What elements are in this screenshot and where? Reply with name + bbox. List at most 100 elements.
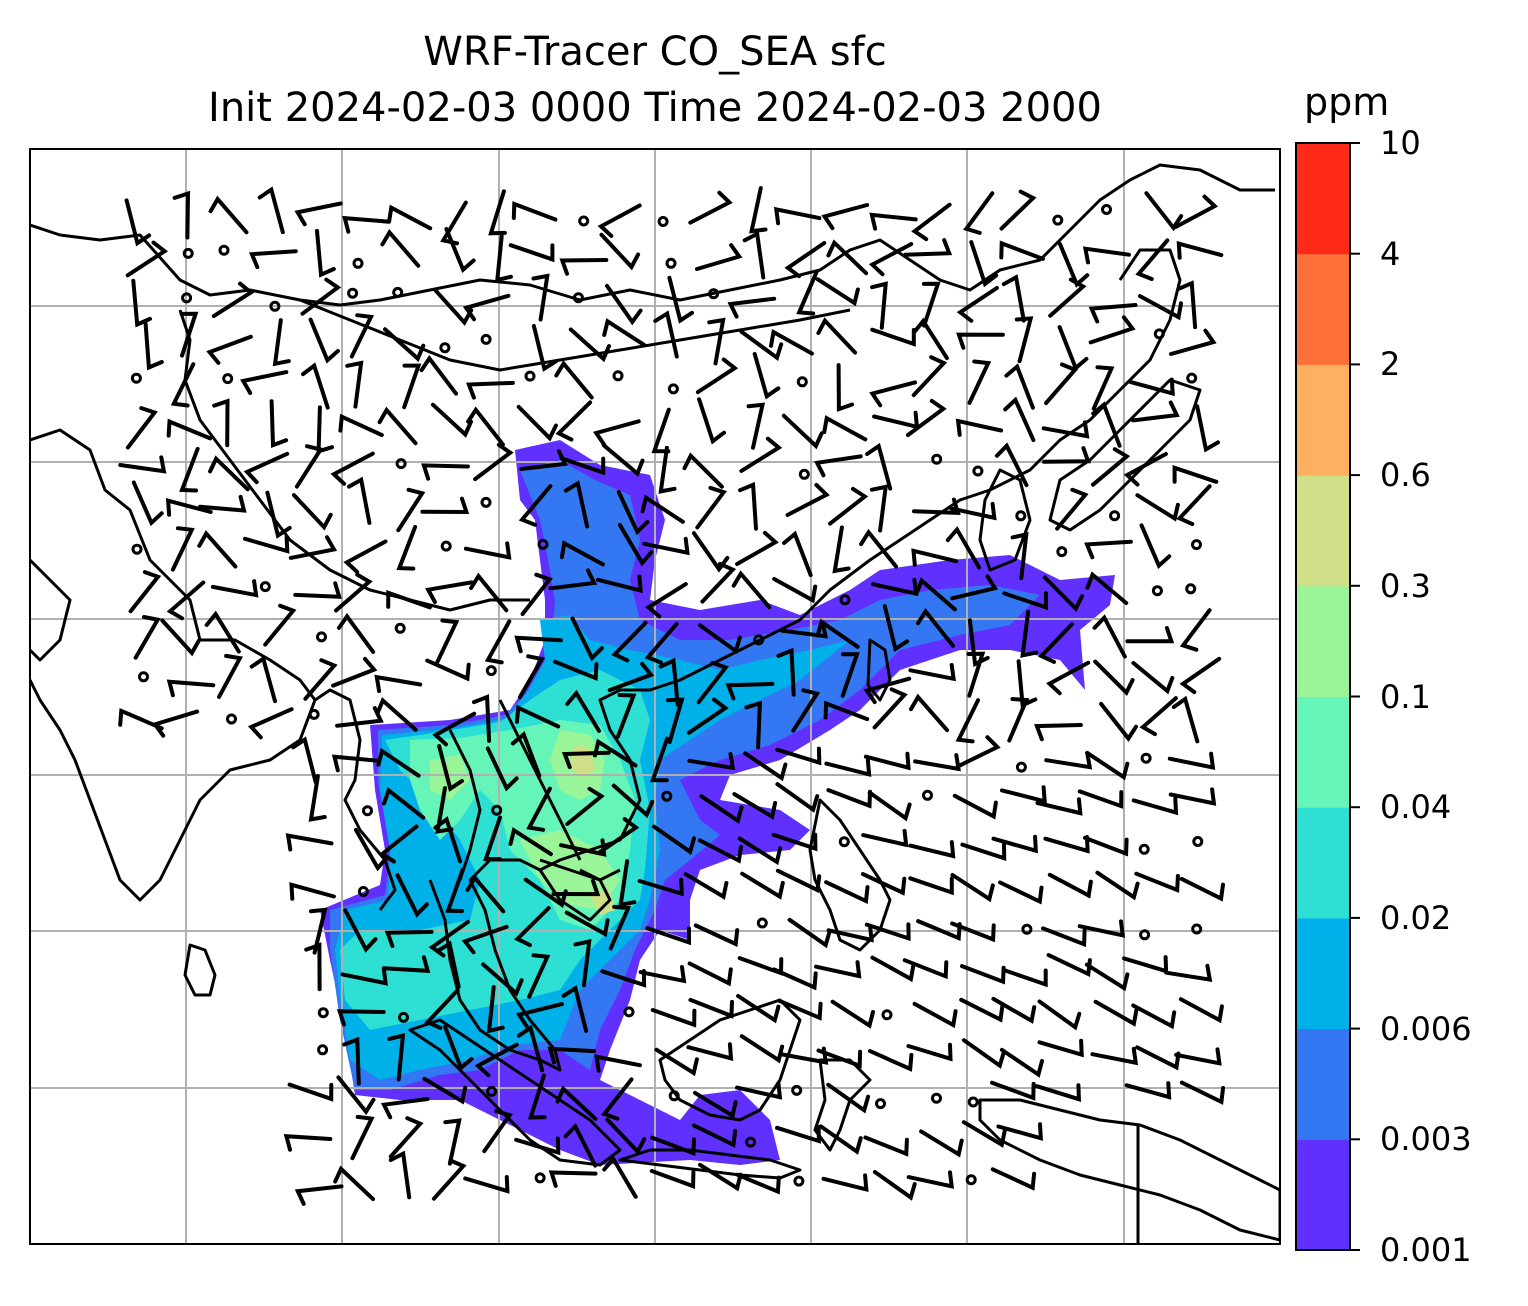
wind-barb [601,443,645,477]
wind-barb [909,693,949,733]
wind-barb [687,752,736,771]
wind-barb [422,1076,468,1105]
wind-barb [1077,789,1124,809]
wind-barb [1135,1045,1181,1071]
wind-barb [1091,401,1122,448]
wind-barb [960,964,1006,985]
wind-barb [243,451,290,485]
wind-barb [814,960,862,979]
wind-barb [990,1167,1037,1191]
wind-barb [334,572,373,613]
wind-barb [1057,325,1089,372]
calm-wind-circle [317,1007,329,1019]
colorbar-tick-label: 0.001 [1380,1231,1472,1269]
calm-wind-circle [661,790,673,802]
wind-barb [950,921,996,943]
wind-barb [335,706,384,728]
calm-wind-circle [534,1172,546,1184]
wind-barb [688,190,733,225]
calm-wind-circle [347,287,359,299]
wind-barb [1043,835,1090,854]
wind-barb [1172,465,1219,484]
wind-barb [1179,1080,1226,1105]
wind-barb [425,580,474,604]
wind-barb [1035,797,1083,816]
wind-barb [143,321,164,371]
calm-wind-circle [131,543,143,555]
wind-barb [700,561,737,604]
wind-barb [380,1097,430,1120]
wind-barb [865,442,893,491]
wind-barb [998,880,1044,905]
wind-barb [826,239,869,276]
calm-wind-circle [965,1174,977,1186]
calm-wind-circle [317,1044,329,1056]
wind-barb [818,1124,863,1155]
wind-barb [554,360,594,400]
coast-japan [1048,378,1202,532]
wind-barb [443,1118,462,1166]
colorbar-unit-label: ppm [1304,80,1390,124]
wind-barb [960,842,1007,861]
wind-barb [1164,963,1213,983]
wind-barb [864,922,911,942]
wind-barb [863,1135,909,1157]
wind-barb [595,574,643,594]
wind-barb [914,577,957,612]
wind-barb [697,838,743,864]
wind-barb [882,604,910,653]
wind-barb [1176,484,1212,527]
wind-barb [396,525,418,571]
colorbar-tick-label: 0.1 [1380,677,1431,716]
calm-wind-circle [972,465,984,477]
wind-barb [955,418,1004,437]
calm-wind-circle [1151,585,1163,597]
wind-barb [420,496,470,515]
calm-wind-circle [392,286,404,298]
wind-barb [816,1048,863,1069]
wind-barb [602,1155,638,1199]
calm-wind-circle [578,215,590,227]
wind-barb [683,872,729,900]
wind-barb [870,327,916,347]
wind-barb [955,735,1001,769]
coast-srilanka [183,943,217,997]
calm-wind-circle [1109,510,1121,522]
wind-barb [388,1116,424,1159]
wind-barb [1038,622,1074,664]
coast-india [30,428,317,902]
wind-barb [686,1042,734,1061]
wind-barb [1177,280,1198,330]
colorbar-tick-label: 2 [1380,345,1401,384]
wind-barb [1084,962,1130,992]
wind-barb [333,1165,375,1202]
wind-barb [1034,723,1083,742]
calm-wind-circle [708,288,720,300]
calm-wind-circle [572,292,584,304]
wind-barb [570,616,604,662]
wind-barb [872,687,908,730]
wind-barb [739,329,784,361]
wind-barb [518,484,553,527]
wind-barb [1055,487,1089,531]
wind-barb [950,574,999,601]
wind-barb [433,816,462,864]
wind-barb [516,1024,545,1073]
wind-barb [775,1125,821,1144]
calm-wind-circle [1192,836,1204,847]
wind-barb [345,360,364,409]
calm-wind-circle [612,370,624,382]
wind-barb [1034,1083,1081,1102]
wind-barb [1003,396,1036,443]
wind-barb [485,746,519,792]
wind-barb [548,1170,598,1188]
wind-barb [340,967,388,986]
calm-wind-circle [1138,843,1150,855]
wind-barb [1131,796,1179,816]
wind-barb [440,200,468,246]
wind-barb [1037,999,1082,1031]
wind-barb [133,615,161,660]
colorbar-tick-label: 0.003 [1380,1120,1472,1159]
wind-barb [288,535,338,560]
calm-wind-circle [362,805,373,817]
